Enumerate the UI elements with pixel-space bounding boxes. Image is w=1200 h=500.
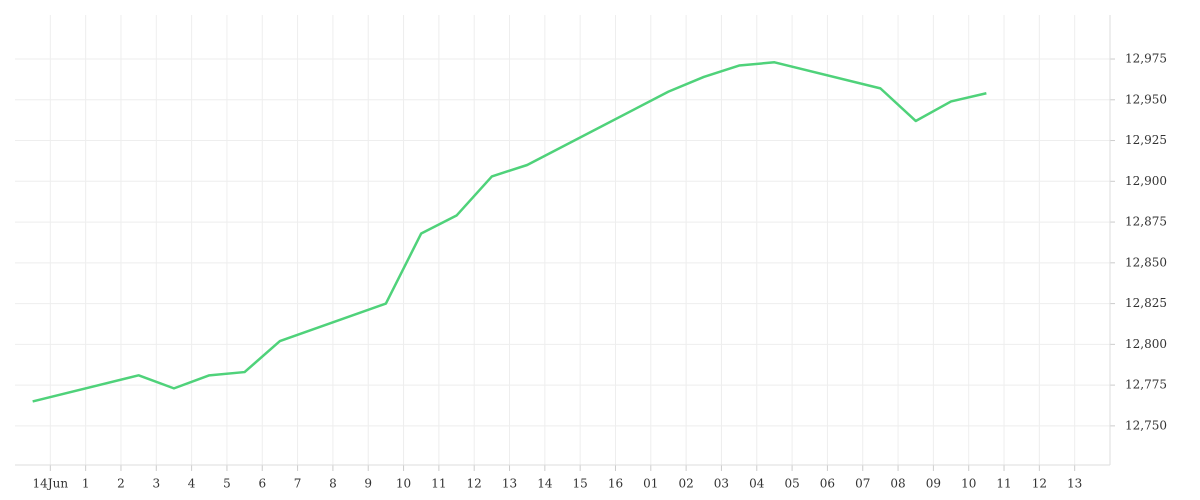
x-tick-label: 9 xyxy=(364,477,372,491)
y-tick-label: 12,975 xyxy=(1125,52,1167,66)
y-tick-label: 12,750 xyxy=(1125,418,1167,432)
y-tick-label: 12,825 xyxy=(1125,296,1167,310)
x-tick-label: 05 xyxy=(784,477,799,491)
x-tick-label: 11 xyxy=(431,477,446,491)
x-tick-label: 02 xyxy=(678,477,693,491)
x-tick-label: 7 xyxy=(294,477,302,491)
x-tick-label: 10 xyxy=(396,477,411,491)
x-tick-label: 12 xyxy=(467,477,482,491)
x-tick-label: 14 xyxy=(537,477,553,491)
x-tick-label: 1 xyxy=(82,477,90,491)
x-tick-label: 15 xyxy=(573,477,588,491)
x-tick-label: 16 xyxy=(608,477,623,491)
x-tick-label: 09 xyxy=(926,477,941,491)
x-tick-label: 3 xyxy=(152,477,160,491)
y-tick-label: 12,775 xyxy=(1125,378,1167,392)
x-tick-label: 01 xyxy=(643,477,658,491)
x-tick-label: 10 xyxy=(961,477,976,491)
x-tick-label: 04 xyxy=(749,477,765,491)
y-tick-label: 12,925 xyxy=(1125,133,1167,147)
x-tick-label: 6 xyxy=(258,477,266,491)
x-tick-label: 14Jun xyxy=(33,477,69,491)
x-tick-label: 07 xyxy=(855,477,870,491)
x-tick-label: 08 xyxy=(890,477,905,491)
x-tick-label: 4 xyxy=(188,477,196,491)
x-tick-label: 06 xyxy=(820,477,835,491)
x-tick-label: 11 xyxy=(996,477,1011,491)
y-tick-label: 12,850 xyxy=(1125,255,1167,269)
x-tick-label: 13 xyxy=(502,477,517,491)
x-tick-label: 8 xyxy=(329,477,337,491)
y-tick-label: 12,900 xyxy=(1125,174,1167,188)
x-tick-label: 13 xyxy=(1067,477,1082,491)
series-line xyxy=(32,61,987,403)
y-tick-label: 12,800 xyxy=(1125,337,1167,351)
x-tick-label: 03 xyxy=(714,477,729,491)
x-tick-label: 5 xyxy=(223,477,231,491)
x-tick-label: 2 xyxy=(117,477,125,491)
y-tick-label: 12,950 xyxy=(1125,92,1167,106)
y-tick-label: 12,875 xyxy=(1125,215,1167,229)
x-tick-label: 12 xyxy=(1032,477,1047,491)
